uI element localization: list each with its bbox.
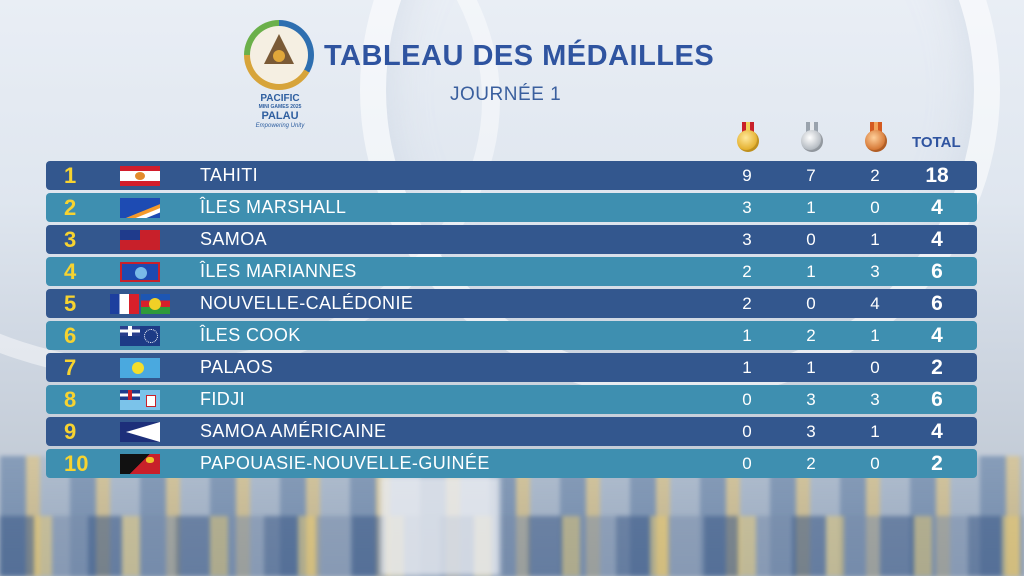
gold-count: 1 <box>742 357 752 377</box>
silver-count: 1 <box>806 261 816 281</box>
total-count: 4 <box>931 227 943 251</box>
bronze-medal-icon <box>864 122 888 154</box>
table-row: 1 TAHITI 9 7 2 18 <box>46 161 977 190</box>
country-name: TAHITI <box>200 165 259 185</box>
country-name: NOUVELLE-CALÉDONIE <box>200 293 414 313</box>
cook-islands-flag-icon <box>120 326 160 346</box>
logo-sun-icon <box>273 50 285 62</box>
silver-count: 7 <box>806 165 816 185</box>
bronze-count: 4 <box>870 293 880 313</box>
rank: 3 <box>64 226 77 252</box>
country-name: SAMOA AMÉRICAINE <box>200 421 387 441</box>
total-count: 18 <box>925 163 949 187</box>
silver-count: 0 <box>806 229 816 249</box>
total-count: 6 <box>931 291 943 315</box>
france-flag-icon <box>110 294 139 314</box>
table-row: 10 PAPOUASIE-NOUVELLE-GUINÉE 0 2 0 2 <box>46 449 977 478</box>
page-subtitle: JOURNÉE 1 <box>450 84 562 105</box>
country-name: FIDJI <box>200 389 245 409</box>
country-name: ÎLES MARSHALL <box>200 197 347 217</box>
samoa-flag-icon <box>120 230 160 250</box>
total-count: 4 <box>931 323 943 347</box>
gold-count: 9 <box>742 165 752 185</box>
country-name: ÎLES MARIANNES <box>200 261 357 281</box>
logo-text: PALAU <box>261 110 299 122</box>
gold-count: 3 <box>742 229 752 249</box>
silver-count: 1 <box>806 197 816 217</box>
gold-count: 0 <box>742 421 752 441</box>
gold-count: 2 <box>742 261 752 281</box>
bronze-count: 2 <box>870 165 880 185</box>
total-count: 2 <box>931 451 943 475</box>
country-name: PAPOUASIE-NOUVELLE-GUINÉE <box>200 453 490 473</box>
papua-new-guinea-flag-icon <box>120 454 160 474</box>
fiji-flag-icon <box>120 390 160 410</box>
gold-count: 0 <box>742 389 752 409</box>
logo-text: MINI GAMES 2025 <box>258 104 302 110</box>
bronze-count: 3 <box>870 261 880 281</box>
rank: 2 <box>64 194 77 220</box>
northern-mariana-flag-icon <box>120 262 160 282</box>
total-count: 2 <box>931 355 943 379</box>
silver-count: 3 <box>806 389 816 409</box>
american-samoa-flag-icon <box>120 422 160 442</box>
gold-count: 1 <box>742 325 752 345</box>
silver-medal-icon <box>800 122 824 154</box>
new-caledonia-flags <box>110 294 170 314</box>
table-row: 6 ÎLES COOK 1 2 1 4 <box>46 321 977 350</box>
silver-count: 0 <box>806 293 816 313</box>
total-count: 6 <box>931 387 943 411</box>
rank: 7 <box>64 354 77 380</box>
bronze-count: 3 <box>870 389 880 409</box>
silver-count: 2 <box>806 453 816 473</box>
stadium-aisle <box>380 476 500 576</box>
rank: 1 <box>64 162 77 188</box>
rank: 8 <box>64 386 77 412</box>
kanak-flag-icon <box>141 294 170 314</box>
country-name: SAMOA <box>200 229 268 249</box>
rank: 10 <box>64 450 89 476</box>
bronze-count: 1 <box>870 325 880 345</box>
gold-count: 0 <box>742 453 752 473</box>
bronze-count: 0 <box>870 357 880 377</box>
gold-count: 3 <box>742 197 752 217</box>
table-row: 5 NOUVELLE-CALÉDONIE 2 0 4 6 <box>46 289 977 318</box>
total-count: 4 <box>931 419 943 443</box>
table-row: 3 SAMOA 3 0 1 4 <box>46 225 977 254</box>
table-row: 7 PALAOS 1 1 0 2 <box>46 353 977 382</box>
table-row: 2 ÎLES MARSHALL 3 1 0 4 <box>46 193 977 222</box>
rank: 9 <box>64 418 77 444</box>
logo-tagline: Empowering Unity <box>255 123 305 129</box>
games-logo: PACIFIC MINI GAMES 2025 PALAU Empowering… <box>242 20 318 132</box>
medal-table: 1 TAHITI 9 7 2 18 2 ÎLES MARSHALL 3 1 0 … <box>46 161 977 481</box>
logo-text: PACIFIC <box>260 93 300 104</box>
country-name: PALAOS <box>200 357 274 377</box>
rank: 6 <box>64 322 77 348</box>
tahiti-flag-icon <box>120 166 160 186</box>
bronze-count: 1 <box>870 421 880 441</box>
palau-flag-icon <box>120 358 160 378</box>
gold-medal-icon <box>736 122 760 154</box>
total-count: 4 <box>931 195 943 219</box>
gold-count: 2 <box>742 293 752 313</box>
page-title: TABLEAU DES MÉDAILLES <box>324 40 715 72</box>
rank: 5 <box>64 290 77 316</box>
country-name: ÎLES COOK <box>200 325 301 345</box>
total-column-header: TOTAL <box>912 134 961 151</box>
stadium-seats-front <box>0 516 1024 576</box>
bronze-count: 0 <box>870 453 880 473</box>
silver-count: 3 <box>806 421 816 441</box>
rank: 4 <box>64 258 77 284</box>
bronze-count: 0 <box>870 197 880 217</box>
silver-count: 1 <box>806 357 816 377</box>
bronze-count: 1 <box>870 229 880 249</box>
table-row: 4 ÎLES MARIANNES 2 1 3 6 <box>46 257 977 286</box>
silver-count: 2 <box>806 325 816 345</box>
table-row: 9 SAMOA AMÉRICAINE 0 3 1 4 <box>46 417 977 446</box>
marshall-islands-flag-icon <box>120 198 160 218</box>
table-row: 8 FIDJI 0 3 3 6 <box>46 385 977 414</box>
total-count: 6 <box>931 259 943 283</box>
